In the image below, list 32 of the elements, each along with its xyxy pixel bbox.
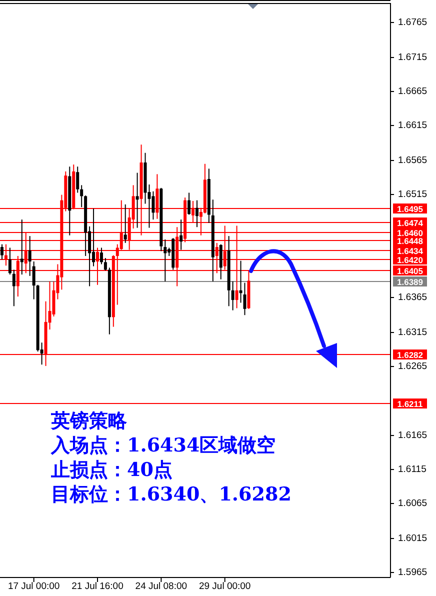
y-tick-label: 1.5965 <box>398 567 428 578</box>
y-tick-label: 1.6765 <box>398 17 428 28</box>
ref-line-label: 1.6282 <box>397 350 424 360</box>
y-tick-label: 1.6165 <box>398 430 428 441</box>
y-tick-label: 1.6265 <box>398 361 428 372</box>
x-tick-label: 21 Jul 16:00 <box>72 581 124 592</box>
annotation: 英镑策略 <box>50 410 128 432</box>
y-tick-label: 1.6315 <box>398 327 428 338</box>
y-tick-label: 1.6115 <box>398 464 426 475</box>
ref-line-label: 1.6448 <box>397 236 424 246</box>
ref-line-label: 1.6405 <box>397 266 424 276</box>
x-tick-label: 17 Jul 00:00 <box>8 581 60 592</box>
ref-line-label: 1.6211 <box>397 399 424 409</box>
ref-line-label: 1.6420 <box>397 255 424 265</box>
y-tick-label: 1.6615 <box>398 120 428 131</box>
y-tick-label: 1.6365 <box>398 292 428 303</box>
annotation: 止损点：40点 <box>50 459 172 481</box>
ref-line-label: 1.6474 <box>397 218 424 228</box>
y-tick-label: 1.6015 <box>398 533 428 544</box>
ref-line-label: 1.6434 <box>397 246 424 256</box>
y-tick-label: 1.6665 <box>398 86 428 97</box>
y-tick-label: 1.6065 <box>398 498 428 509</box>
x-tick-label: 29 Jul 00:00 <box>198 581 251 592</box>
x-tick-label: 24 Jul 08:00 <box>135 581 188 592</box>
annotation: 入场点：1.6434区域做空 <box>50 434 276 456</box>
ref-line-label: 1.6495 <box>397 204 424 214</box>
y-tick-label: 1.6565 <box>398 155 428 166</box>
y-tick-label: 1.6715 <box>398 52 428 63</box>
ref-line-label: 1.6460 <box>397 228 424 238</box>
y-tick-label: 1.6515 <box>398 189 428 200</box>
ref-line-label: 1.6389 <box>397 277 424 287</box>
annotation: 目标位：1.6340、1.6282 <box>51 484 292 506</box>
